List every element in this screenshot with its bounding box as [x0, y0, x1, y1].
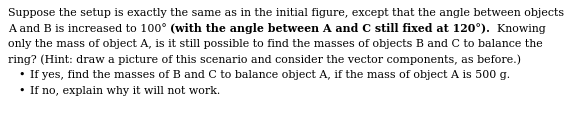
Text: Knowing: Knowing [490, 23, 546, 34]
Text: If no, explain why it will not work.: If no, explain why it will not work. [30, 85, 220, 96]
Text: •: • [18, 70, 25, 80]
Text: only the mass of object A, is it still possible to find the masses of objects B : only the mass of object A, is it still p… [8, 39, 543, 49]
Text: A and B is increased to 100°: A and B is increased to 100° [8, 23, 171, 34]
Text: •: • [18, 85, 25, 96]
Text: (with the angle between A and C still fixed at 120°).: (with the angle between A and C still fi… [171, 23, 490, 35]
Text: ring? (Hint: draw a picture of this scenario and consider the vector components,: ring? (Hint: draw a picture of this scen… [8, 55, 521, 65]
Text: If yes, find the masses of B and C to balance object A, if the mass of object A : If yes, find the masses of B and C to ba… [30, 70, 510, 80]
Text: Suppose the setup is exactly the same as in the initial figure, except that the : Suppose the setup is exactly the same as… [8, 8, 564, 18]
